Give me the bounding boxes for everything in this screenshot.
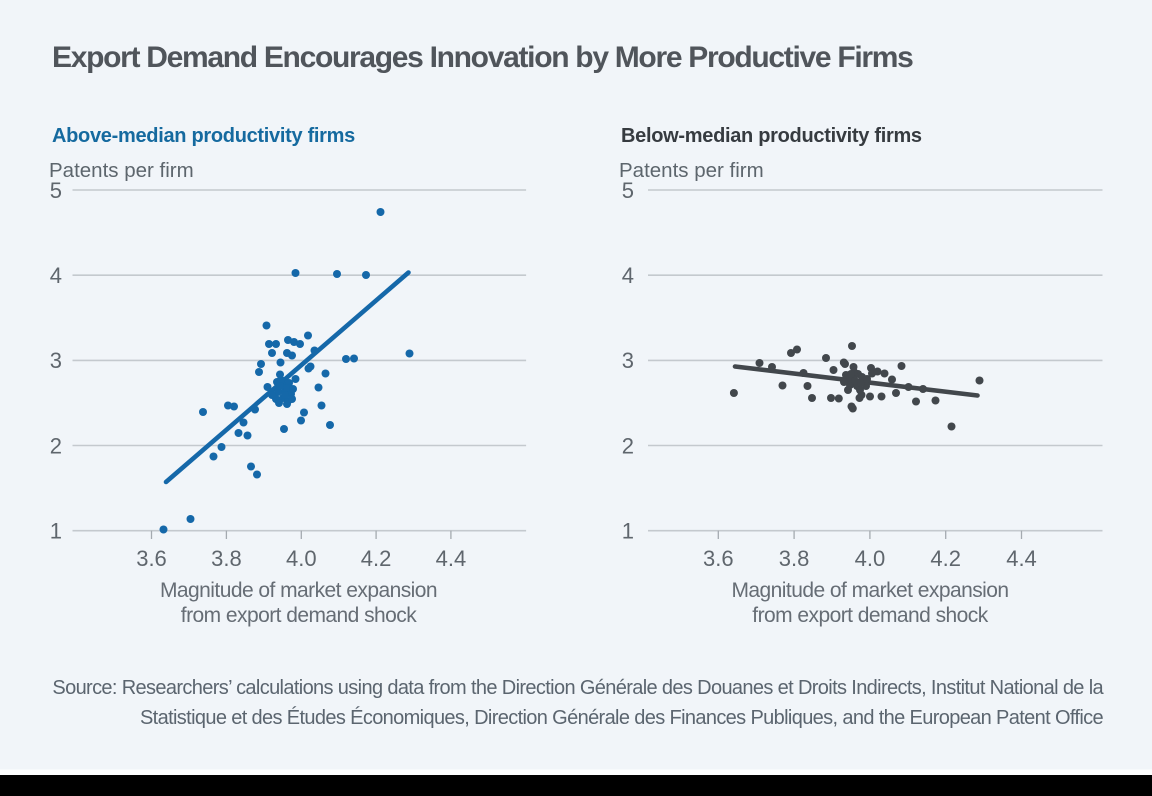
svg-text:4.2: 4.2 (361, 546, 392, 571)
svg-text:3: 3 (50, 348, 62, 373)
svg-text:3: 3 (622, 348, 634, 373)
svg-text:3.8: 3.8 (779, 546, 810, 571)
svg-text:1: 1 (50, 519, 62, 544)
svg-text:5: 5 (622, 178, 634, 203)
svg-text:4.4: 4.4 (436, 546, 467, 571)
svg-text:4.0: 4.0 (855, 546, 886, 571)
svg-text:4.2: 4.2 (930, 546, 961, 571)
svg-text:4.4: 4.4 (1006, 546, 1037, 571)
svg-text:4.0: 4.0 (286, 546, 317, 571)
svg-text:4: 4 (50, 263, 62, 288)
svg-text:2: 2 (50, 433, 62, 458)
svg-text:1: 1 (622, 519, 634, 544)
svg-text:3.6: 3.6 (703, 546, 734, 571)
svg-text:4: 4 (622, 263, 634, 288)
svg-text:2: 2 (622, 433, 634, 458)
svg-text:5: 5 (50, 178, 62, 203)
svg-text:3.6: 3.6 (136, 546, 167, 571)
svg-text:3.8: 3.8 (211, 546, 242, 571)
